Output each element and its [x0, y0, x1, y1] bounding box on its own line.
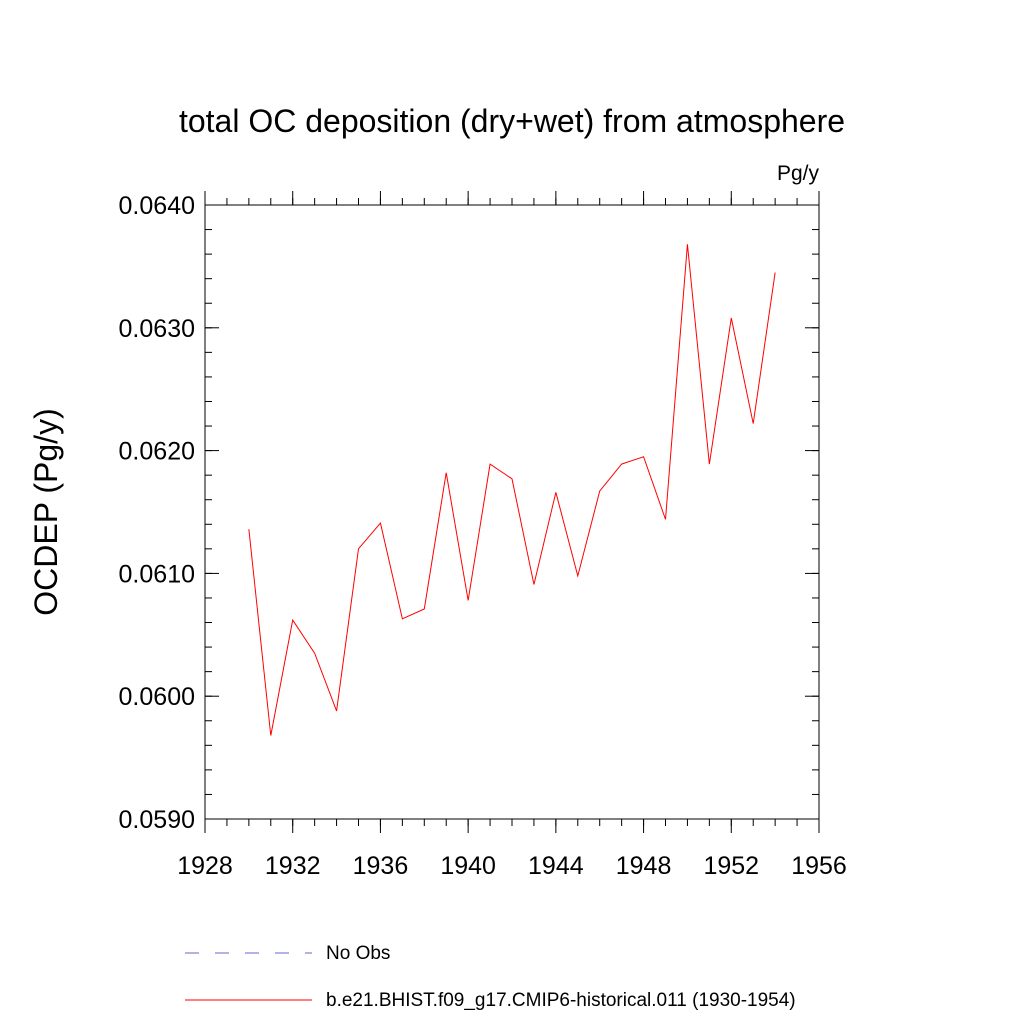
y-tick-label: 0.0620	[119, 438, 195, 466]
x-axis: 1928 1932 1936 1940 1944 1948 1952 1956	[177, 191, 847, 880]
y-axis-label: OCDEP (Pg/y)	[28, 408, 64, 615]
y-tick-label: 0.0640	[119, 192, 195, 220]
x-tick-label: 1948	[616, 852, 672, 880]
plot-frame	[204, 204, 820, 820]
x-tick-label: 1944	[528, 852, 584, 880]
legend: No Obs b.e21.BHIST.f09_g17.CMIP6-histori…	[185, 943, 796, 1011]
units-label: Pg/y	[777, 162, 820, 185]
x-tick-label: 1940	[440, 852, 496, 880]
y-tick-label: 0.0590	[119, 806, 195, 834]
chart-title: total OC deposition (dry+wet) from atmos…	[179, 103, 845, 139]
y-tick-label: 0.0600	[119, 683, 195, 711]
x-tick-label: 1932	[265, 852, 321, 880]
x-tick-label: 1956	[791, 852, 847, 880]
legend-label-no-obs: No Obs	[326, 943, 390, 964]
x-tick-label: 1928	[177, 852, 233, 880]
x-tick-label: 1936	[353, 852, 409, 880]
series-line-0	[248, 244, 776, 736]
x-tick-label: 1952	[703, 852, 759, 880]
y-tick-label: 0.0610	[119, 560, 195, 588]
y-tick-label: 0.0630	[119, 315, 195, 343]
y-axis: 0.0590 0.0600 0.0610 0.0620 0.0630 0.0640	[119, 192, 819, 834]
legend-label-model: b.e21.BHIST.f09_g17.CMIP6-historical.011…	[326, 990, 796, 1011]
series-layer	[248, 244, 776, 736]
